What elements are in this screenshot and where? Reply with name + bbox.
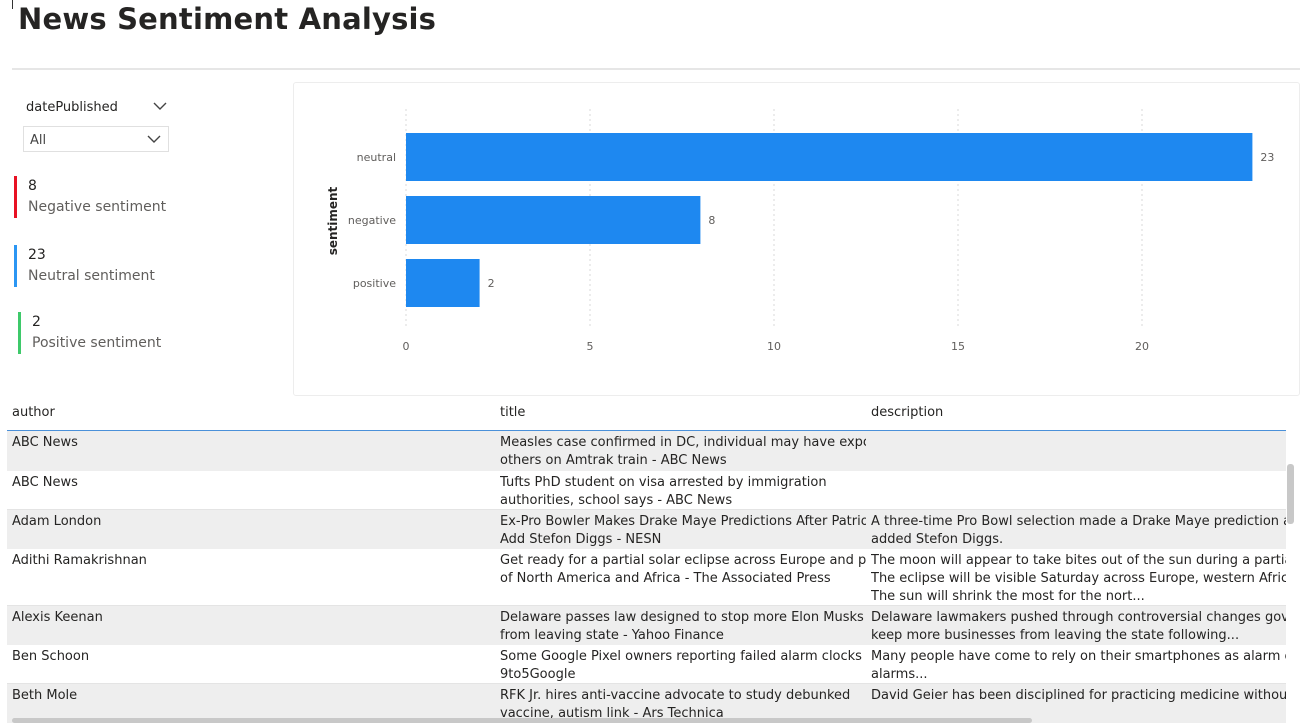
table-row[interactable]: ABC News Measles case confirmed in DC, in… — [7, 431, 1286, 471]
cell-author: ABC News — [12, 475, 78, 490]
cell-title-line: from leaving state - Yahoo Finance — [500, 628, 724, 643]
cell-title-line: Measles case confirmed in DC, individual… — [500, 435, 866, 450]
date-slicer-header[interactable]: datePublished — [26, 100, 168, 118]
horizontal-scrollbar-thumb[interactable] — [12, 718, 1032, 723]
kpi-value: 8 — [28, 178, 37, 194]
cell-title-line: of North America and Africa - The Associ… — [500, 571, 831, 586]
y-category-label: negative — [348, 214, 396, 227]
cell-description-line: The eclipse will be visible Saturday acr… — [871, 571, 1286, 586]
cell-title: Some Google Pixel owners reporting faile… — [500, 648, 866, 683]
x-tick-label: 15 — [951, 340, 965, 353]
cell-description-line: keep more businesses from leaving the st… — [871, 628, 1240, 643]
cell-author: ABC News — [12, 435, 78, 450]
cell-title-line: Ex-Pro Bowler Makes Drake Maye Predictio… — [500, 514, 866, 529]
column-header-description[interactable]: description — [871, 405, 944, 420]
sentiment-bar-chart[interactable]: 0 5 10 15 20 sentiment neutral 23 negative 8 posit… — [293, 82, 1300, 396]
cell-description-line: The sun will shrink the most for the nor… — [871, 589, 1145, 604]
kpi-value: 2 — [32, 314, 41, 330]
cell-description: Many people have come to rely on their s… — [871, 648, 1286, 683]
cell-author: Adam London — [12, 514, 102, 529]
cell-title: Ex-Pro Bowler Makes Drake Maye Predictio… — [500, 513, 866, 549]
table-row[interactable]: Adam London Ex-Pro Bowler Makes Drake May… — [7, 510, 1286, 549]
cell-title-line: others on Amtrak train - ABC News — [500, 453, 727, 468]
cell-description-line: added Stefon Diggs. — [871, 532, 1004, 547]
articles-table[interactable]: author title description ABC News Measles… — [7, 400, 1286, 723]
table-row[interactable]: ABC News Tufts PhD student on visa arrest… — [7, 471, 1286, 510]
vertical-scrollbar-thumb[interactable] — [1287, 464, 1294, 524]
data-label: 8 — [708, 214, 715, 227]
cell-author: Adithi Ramakrishnan — [12, 553, 147, 568]
slicer-selected-value: All — [30, 133, 47, 148]
page-title: News Sentiment Analysis — [18, 2, 437, 36]
cell-title-line: RFK Jr. hires anti-vaccine advocate to s… — [500, 688, 851, 703]
cell-description: David Geier has been disciplined for pra… — [871, 687, 1286, 705]
table-row[interactable]: Alexis Keenan Delaware passes law designe… — [7, 606, 1286, 645]
table-row[interactable]: Adithi Ramakrishnan Get ready for a parti… — [7, 549, 1286, 606]
cell-description-line: A three-time Pro Bowl selection made a D… — [871, 514, 1286, 529]
cell-description: Delaware lawmakers pushed through contro… — [871, 609, 1286, 645]
cell-title-line: Add Stefon Diggs - NESN — [500, 532, 662, 547]
x-tick-label: 20 — [1135, 340, 1149, 353]
table-row[interactable]: Beth Mole RFK Jr. hires anti-vaccine advo… — [7, 684, 1286, 723]
bar-negative — [406, 196, 701, 244]
cell-title-line: 9to5Google — [500, 667, 576, 682]
y-axis-title: sentiment — [326, 186, 340, 255]
column-header-title[interactable]: title — [500, 405, 526, 420]
cell-title-line: vaccine, autism link - Ars Technica — [500, 706, 724, 721]
y-category-label: neutral — [357, 151, 396, 164]
table-row[interactable]: Ben Schoon Some Google Pixel owners repor… — [7, 645, 1286, 684]
kpi-label: Negative sentiment — [28, 199, 167, 215]
bar-neutral — [406, 133, 1253, 181]
bar-positive — [406, 259, 480, 307]
cell-title: Get ready for a partial solar eclipse ac… — [500, 552, 866, 588]
cell-author: Ben Schoon — [12, 649, 90, 664]
kpi-label: Positive sentiment — [32, 335, 162, 351]
cell-description: A three-time Pro Bowl selection made a D… — [871, 513, 1286, 549]
column-header-author[interactable]: author — [12, 405, 55, 420]
title-divider — [12, 68, 1300, 70]
x-tick-label: 5 — [587, 340, 594, 353]
window-edge-marker — [12, 0, 13, 9]
cell-title-line: Tufts PhD student on visa arrested by im… — [500, 475, 827, 490]
vertical-scrollbar[interactable] — [1287, 400, 1297, 723]
y-category-label: positive — [353, 277, 396, 290]
table-header: author title description — [7, 400, 1286, 431]
x-tick-label: 0 — [403, 340, 410, 353]
cell-title: Measles case confirmed in DC, individual… — [500, 434, 866, 470]
slicer-field-label: datePublished — [26, 100, 118, 115]
kpi-accent-bar — [14, 245, 17, 287]
kpi-value: 23 — [28, 247, 46, 263]
chevron-down-icon[interactable] — [152, 98, 168, 114]
cell-description-line: The moon will appear to take bites out o… — [871, 553, 1286, 568]
date-slicer-dropdown[interactable]: All — [23, 126, 169, 152]
cell-description-line: David Geier has been disciplined for pra… — [871, 688, 1286, 703]
kpi-label: Neutral sentiment — [28, 268, 155, 284]
cell-description-line: Delaware lawmakers pushed through contro… — [871, 610, 1286, 625]
cell-title: RFK Jr. hires anti-vaccine advocate to s… — [500, 687, 866, 723]
cell-description: The moon will appear to take bites out o… — [871, 552, 1286, 605]
kpi-accent-bar — [18, 312, 21, 354]
chart-canvas: 0 5 10 15 20 sentiment neutral 23 negative 8 posit… — [326, 109, 1274, 353]
kpi-accent-bar — [14, 176, 17, 218]
cell-title-line: Delaware passes law designed to stop mor… — [500, 610, 864, 625]
cell-author: Alexis Keenan — [12, 610, 103, 625]
cell-title-line: Get ready for a partial solar eclipse ac… — [500, 553, 866, 568]
cell-description-line: Many people have come to rely on their s… — [871, 649, 1286, 664]
cell-title: Delaware passes law designed to stop mor… — [500, 609, 866, 645]
cell-title-line: authorities, school says - ABC News — [500, 493, 733, 508]
cell-author: Beth Mole — [12, 688, 78, 703]
data-label: 2 — [488, 277, 495, 290]
chevron-down-icon — [147, 135, 161, 143]
data-label: 23 — [1260, 151, 1274, 164]
x-tick-label: 10 — [767, 340, 781, 353]
cell-title-line: Some Google Pixel owners reporting faile… — [500, 649, 866, 664]
cell-title: Tufts PhD student on visa arrested by im… — [500, 474, 866, 509]
cell-description-line: alarms... — [871, 667, 928, 682]
